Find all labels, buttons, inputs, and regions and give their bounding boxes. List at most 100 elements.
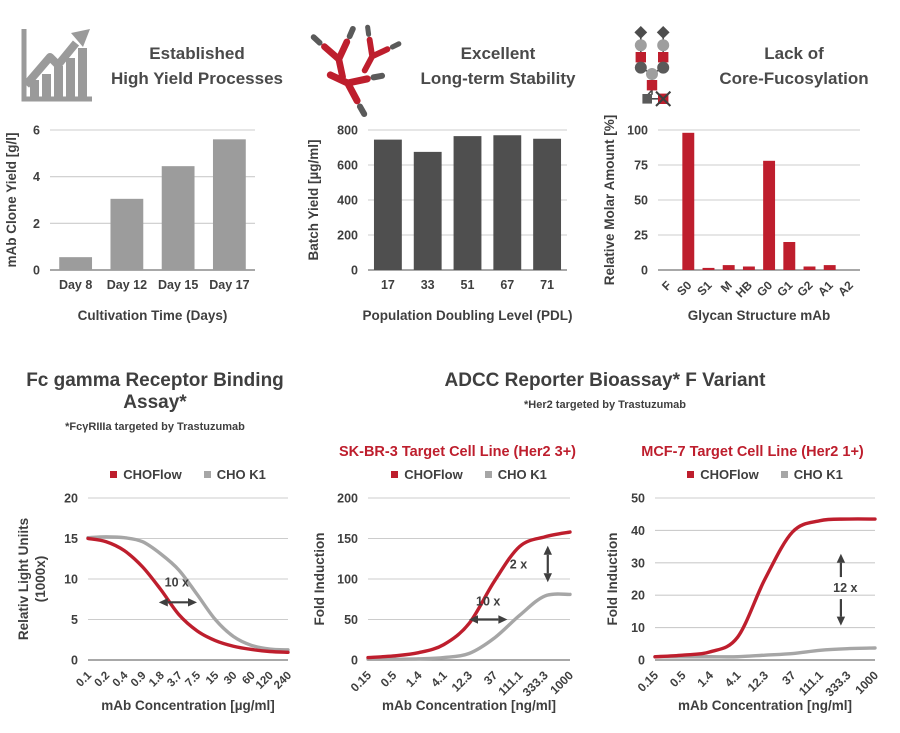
choflow-label: CHOFlow xyxy=(700,466,759,482)
skbr3-cell-line-title: SK-BR-3 Target Cell Line (Her2 3+) xyxy=(338,444,577,460)
svg-text:Day 8: Day 8 xyxy=(59,278,92,292)
legend-item-chok1: CHO K1 xyxy=(203,467,266,482)
svg-text:120: 120 xyxy=(254,670,276,692)
svg-text:200: 200 xyxy=(337,492,358,506)
svg-text:0.15: 0.15 xyxy=(635,668,662,695)
svg-text:10 x: 10 x xyxy=(165,575,189,589)
choflow-label: CHOFlow xyxy=(404,466,463,482)
svg-text:37: 37 xyxy=(481,668,501,688)
svg-text:30: 30 xyxy=(631,556,645,570)
svg-text:1.4: 1.4 xyxy=(694,668,716,690)
svg-text:20: 20 xyxy=(64,492,78,506)
svg-text:12 x: 12 x xyxy=(833,581,857,595)
svg-text:37: 37 xyxy=(779,668,799,688)
svg-text:0.4: 0.4 xyxy=(111,669,131,689)
high-yield-title: Established High Yield Processes xyxy=(98,41,296,92)
svg-text:75: 75 xyxy=(634,159,648,173)
svg-text:15: 15 xyxy=(64,532,78,546)
chok1-marker xyxy=(780,470,788,478)
svg-text:1.4: 1.4 xyxy=(403,668,425,690)
svg-text:Fold Induction: Fold Induction xyxy=(312,533,327,626)
svg-text:10: 10 xyxy=(631,621,645,635)
svg-text:400: 400 xyxy=(337,194,358,208)
svg-text:Batch Yield [µg/ml]: Batch Yield [µg/ml] xyxy=(306,139,321,260)
svg-text:50: 50 xyxy=(631,492,645,506)
svg-text:25: 25 xyxy=(634,229,648,243)
panel-stability: Excellent Long-term Stability 0 200 400 600… xyxy=(300,14,600,330)
svg-text:200: 200 xyxy=(337,229,358,243)
svg-text:0: 0 xyxy=(71,654,78,668)
svg-text:mAb Concentration [ng/ml]: mAb Concentration [ng/ml] xyxy=(678,698,852,713)
svg-text:Glycan Structure mAb: Glycan Structure mAb xyxy=(688,308,831,323)
svg-text:0.5: 0.5 xyxy=(378,668,400,690)
svg-text:240: 240 xyxy=(272,670,294,692)
fc-gamma-subtitle: *FcγRIIIa targeted by Trastuzumab xyxy=(65,421,245,433)
svg-text:A1: A1 xyxy=(815,278,836,299)
svg-text:M: M xyxy=(718,278,735,295)
chok1-label: CHO K1 xyxy=(497,466,547,482)
skbr3-line-chart: 0 50 100 150 200 0.15 0.5 1.4 4.112.3 37111.1333.… xyxy=(312,492,576,714)
svg-text:1000: 1000 xyxy=(852,668,881,697)
choflow-label: CHOFlow xyxy=(123,466,182,482)
svg-text:333.3: 333.3 xyxy=(822,668,853,699)
growth-chart-icon xyxy=(12,23,98,109)
skbr3-chart-cell: CHOFlow CHO K1 0 50 100 150 200 0.15 0.5 1.4 4.1… xyxy=(310,464,605,726)
legend-item-chok1: CHO K1 xyxy=(780,467,843,482)
svg-text:G2: G2 xyxy=(794,278,815,299)
stability-title-line1: Excellent xyxy=(460,43,536,63)
fucosylation-title-line2: Core-Fucosylation xyxy=(719,69,869,88)
svg-text:5: 5 xyxy=(71,613,78,627)
fucosylation-title-line1: Lack of xyxy=(764,43,824,63)
svg-text:HB: HB xyxy=(733,278,755,300)
svg-text:Fold Induction: Fold Induction xyxy=(605,533,620,626)
svg-text:100: 100 xyxy=(337,573,358,587)
legend-item-chok1: CHO K1 xyxy=(484,466,547,482)
clone-yield-bar-chart: 0 2 4 6 Day 8 Day 12 Day 15 Day 17 mAb Clone Yie… xyxy=(4,124,255,323)
antibodies-icon xyxy=(310,22,402,118)
svg-text:12.3: 12.3 xyxy=(745,668,772,695)
svg-text:111.1: 111.1 xyxy=(796,668,826,698)
svg-text:mAb Concentration [ng/ml]: mAb Concentration [ng/ml] xyxy=(382,698,556,713)
svg-text:30: 30 xyxy=(222,670,240,688)
mcf7-line-chart: 0 10 20 30 40 50 0.15 0.5 1.4 4.1 12.3 37111.1333.3… xyxy=(605,492,881,714)
chok1-marker xyxy=(203,470,211,478)
svg-text:111.1: 111.1 xyxy=(495,668,525,698)
svg-text:4.1: 4.1 xyxy=(428,668,450,690)
choflow-marker xyxy=(391,470,399,478)
svg-text:17: 17 xyxy=(381,278,395,292)
svg-text:3.7: 3.7 xyxy=(165,670,185,690)
panel-fucosylation: Lack of Core-Fucosylation 0 25 50 75 100 F S0 S… xyxy=(600,14,900,330)
svg-text:150: 150 xyxy=(337,532,358,546)
svg-text:67: 67 xyxy=(500,278,514,292)
high-yield-title-line1: Established xyxy=(149,43,245,63)
svg-text:2: 2 xyxy=(33,217,40,231)
adcc-header: ADCC Reporter Bioassay* F Variant *Her2 … xyxy=(310,370,900,434)
svg-text:Day 17: Day 17 xyxy=(209,278,249,292)
legend-item-choflow: CHOFlow xyxy=(110,467,182,482)
svg-text:S0: S0 xyxy=(674,278,695,299)
svg-text:4: 4 xyxy=(33,170,40,184)
svg-text:G1: G1 xyxy=(774,278,795,299)
svg-text:800: 800 xyxy=(337,124,358,138)
svg-text:0: 0 xyxy=(638,654,645,668)
legend-item-choflow: CHOFlow xyxy=(687,467,759,482)
mcf7-cell-line-title: MCF-7 Target Cell Line (Her2 1+) xyxy=(641,444,864,460)
bottom-row: Fc gamma Receptor Binding Assay* *FcγRII… xyxy=(0,370,900,726)
svg-text:333.3: 333.3 xyxy=(520,668,551,699)
svg-text:7.5: 7.5 xyxy=(183,669,203,689)
top-row: Established High Yield Processes 0 2 4 6 Day… xyxy=(0,0,900,330)
mcf7-chart-cell: CHOFlow CHO K1 0 10 20 30 40 50 0.15 0.5 1.4 4.1 1… xyxy=(605,464,900,726)
legend-item-choflow: CHOFlow xyxy=(391,467,463,482)
svg-text:0.1: 0.1 xyxy=(74,669,94,689)
svg-text:0.2: 0.2 xyxy=(93,670,113,690)
svg-text:6: 6 xyxy=(33,124,40,138)
svg-text:50: 50 xyxy=(344,613,358,627)
glycan-icon xyxy=(612,21,692,111)
svg-text:71: 71 xyxy=(540,278,554,292)
svg-text:20: 20 xyxy=(631,589,645,603)
svg-text:4.1: 4.1 xyxy=(722,668,744,690)
high-yield-title-line2: High Yield Processes xyxy=(111,69,283,88)
svg-text:1000: 1000 xyxy=(547,668,576,697)
mcf7-legend: CHOFlow CHO K1 xyxy=(605,464,900,484)
